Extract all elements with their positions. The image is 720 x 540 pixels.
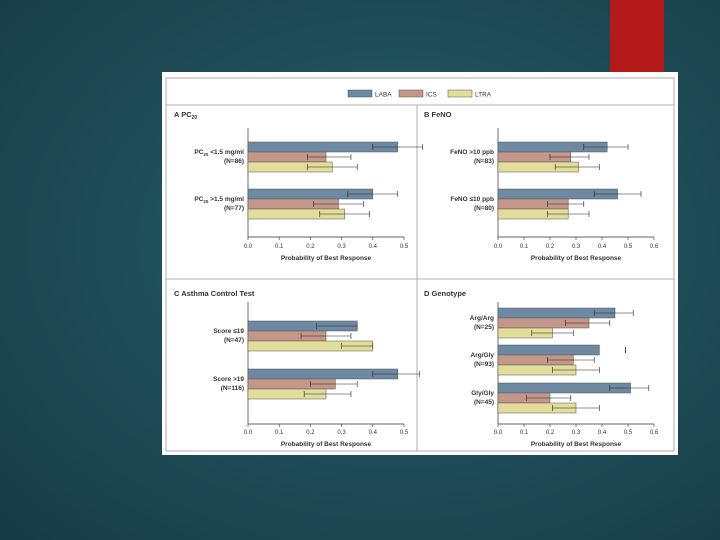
x-tick-label: 0.4: [369, 430, 378, 436]
legend-swatch-ics: [398, 89, 424, 98]
bar-group: FeNO >10 ppb (N=83): [450, 141, 629, 173]
category-label: FeNO >10 ppb: [450, 149, 494, 156]
bar-laba: [497, 344, 600, 356]
legend-swatch-ltra: [447, 89, 473, 98]
category-n-label: (N=45): [474, 399, 494, 406]
x-axis-label: Probability of Best Response: [281, 255, 372, 262]
legend: LABA ICS LTRA: [347, 89, 492, 99]
category-n-label: (N=83): [474, 158, 494, 165]
panel-title: A PC20: [174, 110, 197, 121]
category-n-label: (N=77): [224, 205, 244, 212]
x-tick-label: 0.2: [306, 430, 315, 436]
x-tick-label: 0.0: [244, 244, 253, 250]
x-tick-label: 0.1: [520, 244, 529, 250]
category-label: PC20 <1.5 mg/ml: [194, 149, 244, 157]
panel-title: C Asthma Control Test: [174, 289, 255, 298]
x-tick-label: 0.5: [400, 430, 409, 436]
panel-c: C Asthma Control Test 0.0 0.1 0.2 0.3 0.4 0.5 P…: [174, 289, 420, 448]
x-tick-label: 0.5: [624, 244, 633, 250]
x-tick-label: 0.0: [494, 430, 503, 436]
legend-swatch-laba: [347, 89, 373, 98]
slide-accent-bar: [610, 0, 664, 72]
category-n-label: (N=93): [474, 361, 494, 368]
x-tick-label: 0.2: [546, 430, 555, 436]
x-axis-label: Probability of Best Response: [531, 255, 622, 262]
x-tick-label: 0.5: [400, 244, 409, 250]
x-axis-label: Probability of Best Response: [281, 441, 372, 448]
x-tick-label: 0.3: [337, 244, 346, 250]
x-tick-label: 0.6: [650, 244, 659, 250]
bar-group: Score >19 (N=116): [213, 368, 420, 400]
category-label: Score >19: [213, 376, 244, 383]
panel-a: A PC20 0.0 0.1 0.2 0.3 0.4 0.5 Probability of B…: [174, 110, 424, 262]
x-tick-label: 0.2: [546, 244, 555, 250]
category-n-label: (N=47): [224, 337, 244, 344]
category-label: Gly/Gly: [471, 390, 494, 397]
figure-panel: LABA ICS LTRA A PC20 0.0 0.1 0.2 0.3 0.4 0.5 Pr…: [162, 72, 678, 455]
legend-label-ics: ICS: [426, 92, 438, 99]
x-axis-label: Probability of Best Response: [531, 441, 622, 448]
category-n-label: (N=116): [221, 385, 244, 392]
x-tick-label: 0.4: [598, 244, 607, 250]
category-label: Arg/Arg: [470, 315, 494, 322]
x-tick-label: 0.4: [598, 430, 607, 436]
figure-border: [165, 77, 675, 452]
category-label: PC20 >1.5 mg/ml: [194, 196, 244, 204]
bar-group: PC20 <1.5 mg/ml(N=86): [194, 141, 424, 173]
panel-b: B FeNO 0.0 0.1 0.2 0.3 0.4 0.5 0.6 Probability o…: [424, 110, 659, 262]
x-tick-label: 0.3: [572, 430, 581, 436]
x-tick-label: 0.3: [572, 244, 581, 250]
x-tick-label: 0.3: [337, 430, 346, 436]
x-tick-label: 0.1: [520, 430, 529, 436]
x-tick-label: 0.1: [275, 244, 284, 250]
bar-group: Arg/Arg (N=25): [470, 307, 634, 339]
bar-group: FeNO ≤10 ppb (N=80): [450, 188, 642, 220]
panel-d: D Genotype 0.0 0.1 0.2 0.3 0.4 0.5 0.6 Probabili…: [424, 289, 659, 448]
x-tick-label: 0.2: [306, 244, 315, 250]
x-tick-label: 0.4: [369, 244, 378, 250]
panel-title: D Genotype: [424, 289, 466, 298]
bar-group: PC20 >1.5 mg/ml(N=77): [194, 188, 399, 220]
x-tick-label: 0.0: [494, 244, 503, 250]
category-n-label: (N=25): [474, 324, 494, 331]
x-tick-label: 0.5: [624, 430, 633, 436]
panel-title: B FeNO: [424, 110, 452, 119]
category-label: Arg/Gly: [471, 352, 495, 359]
bar-group: Gly/Gly (N=45): [471, 382, 650, 414]
bar-group: Arg/Gly (N=93): [471, 344, 626, 376]
legend-label-ltra: LTRA: [475, 92, 492, 99]
category-label: Score ≤19: [213, 328, 244, 335]
x-tick-label: 0.6: [650, 430, 659, 436]
category-n-label: (N=86): [224, 158, 244, 165]
x-tick-label: 0.1: [275, 430, 284, 436]
bar-group: Score ≤19 (N=47): [213, 320, 374, 352]
category-n-label: (N=80): [474, 205, 494, 212]
category-label: FeNO ≤10 ppb: [450, 196, 494, 203]
x-tick-label: 0.0: [244, 430, 253, 436]
legend-label-laba: LABA: [375, 92, 392, 99]
